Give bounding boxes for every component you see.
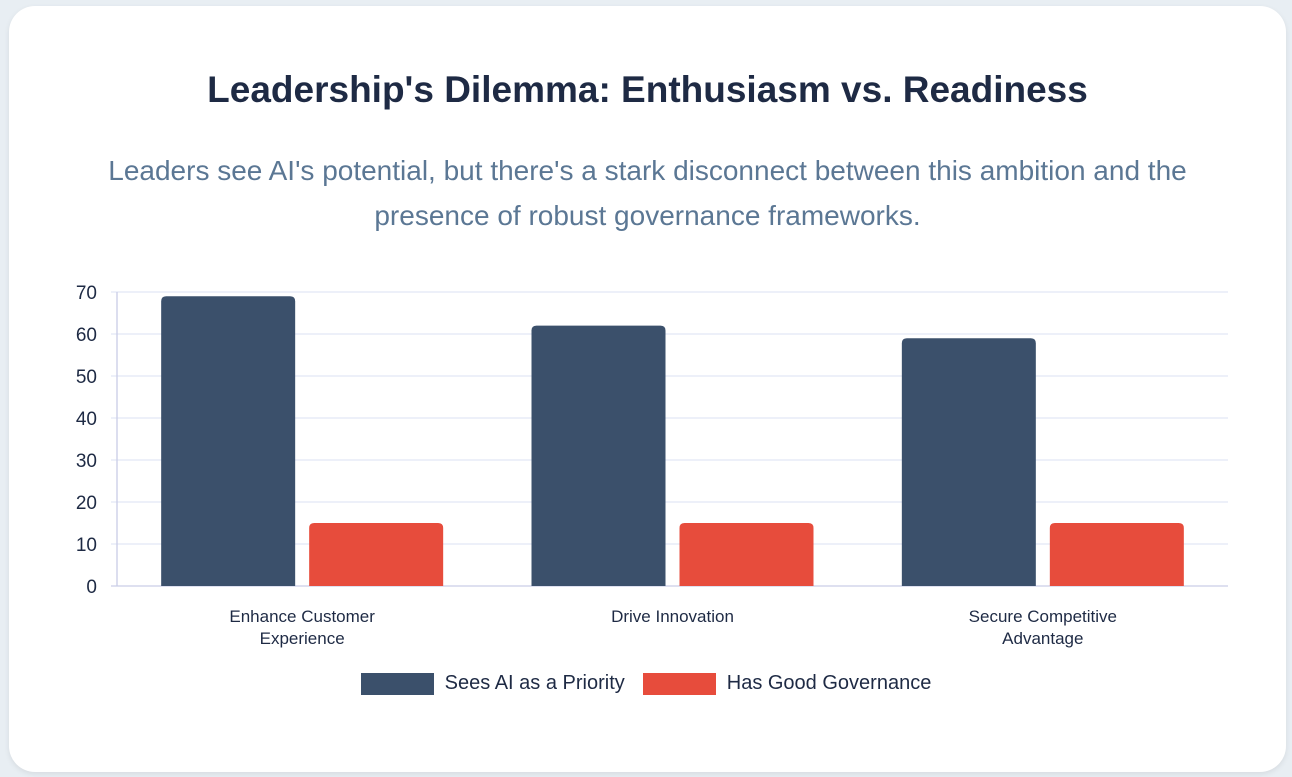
x-tick-label: Drive Innovation	[611, 607, 734, 626]
y-tick-label: 30	[76, 451, 97, 472]
chart-title: Leadership's Dilemma: Enthusiasm vs. Rea…	[207, 69, 1088, 110]
x-tick-label: Experience	[260, 629, 345, 648]
bar-governance-2	[1049, 523, 1184, 586]
x-tick-label: Advantage	[1002, 629, 1083, 648]
x-tick-label: Secure Competitive	[969, 607, 1117, 626]
legend-swatch-governance	[642, 672, 716, 695]
y-tick-label: 40	[76, 409, 97, 430]
y-tick-label: 10	[76, 535, 97, 556]
y-tick-label: 70	[76, 283, 97, 304]
bar-priority-1	[531, 325, 666, 586]
legend-swatch-priority	[360, 672, 434, 695]
y-tick-label: 0	[86, 577, 97, 598]
bar-governance-1	[679, 523, 814, 586]
legend-label-governance: Has Good Governance	[726, 672, 932, 694]
chart-subtitle: Leaders see AI's potential, but there's …	[108, 155, 1187, 231]
y-tick-label: 20	[76, 493, 97, 514]
legend-label-priority: Sees AI as a Priority	[444, 672, 625, 694]
bar-priority-2	[901, 338, 1036, 586]
legend-item-priority[interactable]: Sees AI as a Priority	[360, 672, 625, 695]
legend-item-governance[interactable]: Has Good Governance	[642, 672, 932, 695]
y-tick-label: 50	[76, 367, 97, 388]
bar-priority-0	[161, 296, 296, 586]
bar-governance-0	[309, 523, 444, 586]
legend: Sees AI as a Priority Has Good Governanc…	[0, 672, 1292, 695]
x-tick-label: Enhance Customer	[229, 607, 375, 626]
y-tick-label: 60	[76, 325, 97, 346]
